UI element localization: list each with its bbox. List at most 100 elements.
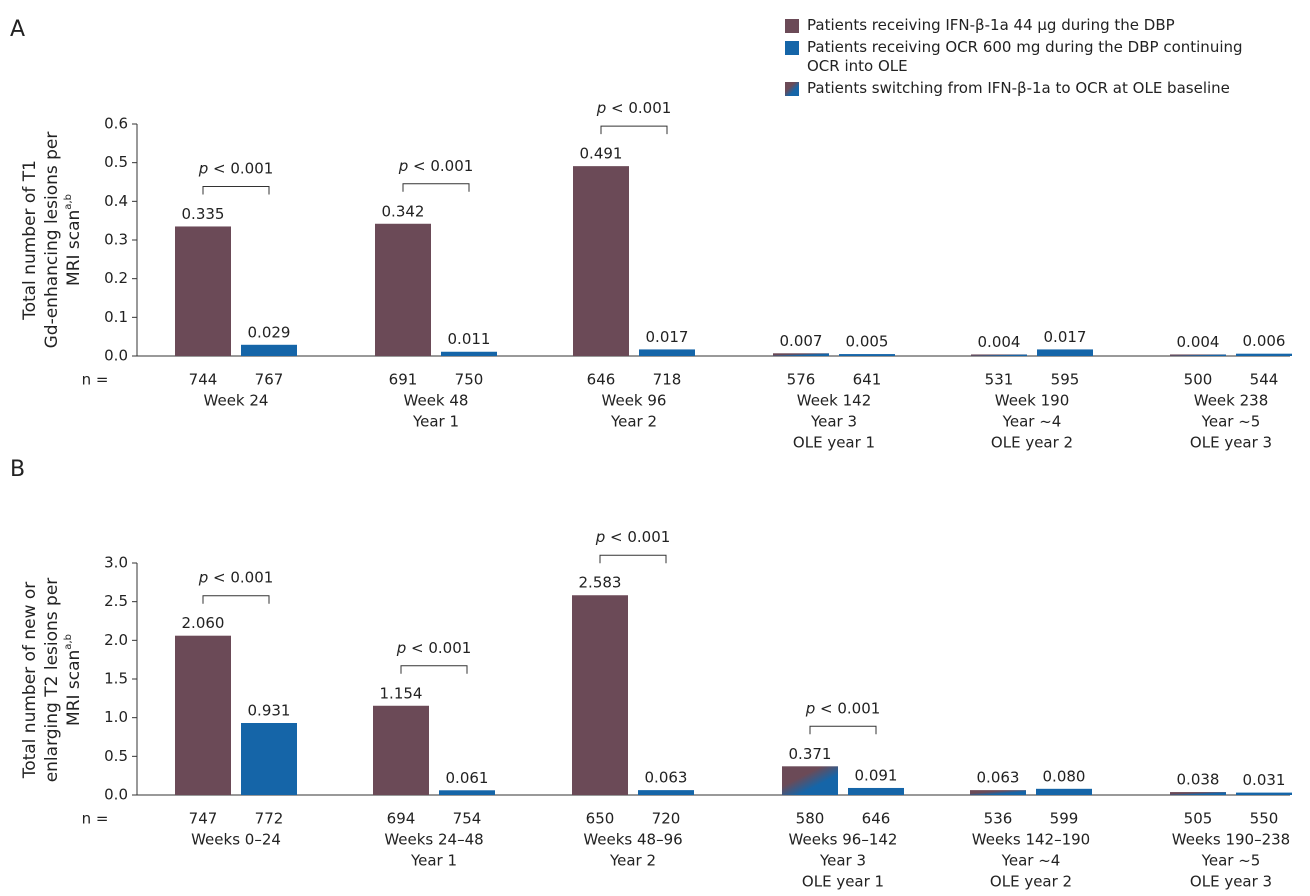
y-tick-label: 0.1 bbox=[104, 308, 128, 326]
x-tick-label: OLE year 2 bbox=[991, 434, 1073, 452]
y-tick-label: 1.5 bbox=[104, 670, 128, 688]
n-count: 500 bbox=[1184, 371, 1213, 389]
p-value: p < 0.001 bbox=[595, 528, 671, 546]
bar bbox=[1236, 353, 1292, 356]
n-count: 767 bbox=[255, 371, 284, 389]
y-tick-label: 0.0 bbox=[104, 347, 128, 365]
value-label: 0.091 bbox=[855, 766, 898, 784]
value-label: 0.063 bbox=[977, 769, 1020, 787]
n-count: 750 bbox=[455, 371, 484, 389]
y-tick-label: 0.6 bbox=[104, 115, 128, 133]
n-count: 718 bbox=[653, 371, 682, 389]
y-axis-label: Total number of T1 Gd-enhancing lesions p… bbox=[20, 132, 84, 349]
y-tick-label: 0.0 bbox=[104, 786, 128, 804]
bar bbox=[175, 635, 231, 795]
y-axis-label: Total number of new or enlarging T2 lesio… bbox=[20, 578, 84, 783]
x-tick-label: Week 48 bbox=[404, 392, 469, 410]
x-tick-label: OLE year 3 bbox=[1190, 434, 1272, 452]
y-axis-label-line: Total number of T1 bbox=[20, 160, 40, 321]
legend-item: Patients switching from IFN-β-1a to OCR … bbox=[785, 79, 1247, 98]
x-tick-label: Week 238 bbox=[1194, 392, 1269, 410]
n-count: 536 bbox=[984, 810, 1013, 828]
p-value: p < 0.001 bbox=[398, 156, 474, 174]
bar bbox=[839, 354, 895, 356]
significance-bracket bbox=[202, 595, 270, 604]
x-tick-label: Week 190 bbox=[995, 392, 1070, 410]
significance-bracket bbox=[600, 125, 668, 135]
x-tick-label: Week 142 bbox=[797, 392, 872, 410]
y-axis-label-line: Gd-enhancing lesions per bbox=[42, 132, 62, 349]
significance-bracket bbox=[402, 183, 470, 192]
n-count: 754 bbox=[453, 810, 482, 828]
x-tick-label: Year ~4 bbox=[1001, 852, 1061, 870]
value-label: 0.038 bbox=[1177, 771, 1220, 789]
n-count: 595 bbox=[1051, 371, 1080, 389]
value-label: 0.006 bbox=[1243, 332, 1286, 350]
value-label: 0.011 bbox=[448, 330, 491, 348]
x-tick-label: OLE year 2 bbox=[990, 873, 1072, 891]
value-label: 0.371 bbox=[789, 745, 832, 763]
value-label: 0.004 bbox=[1177, 333, 1220, 351]
y-tick-label: 0.5 bbox=[104, 747, 128, 765]
bar bbox=[241, 723, 297, 795]
significance-bracket bbox=[599, 554, 667, 564]
value-label: 0.342 bbox=[382, 202, 425, 220]
bar bbox=[848, 787, 904, 795]
bar bbox=[1036, 788, 1092, 795]
bar bbox=[1037, 349, 1093, 356]
x-tick-label: Year ~5 bbox=[1201, 852, 1261, 870]
legend-swatch bbox=[785, 82, 799, 96]
value-label: 0.063 bbox=[645, 769, 688, 787]
significance-bracket bbox=[202, 185, 270, 195]
y-tick-label: 3.0 bbox=[104, 554, 128, 572]
bar bbox=[573, 166, 629, 356]
x-tick-label: Week 24 bbox=[204, 392, 269, 410]
x-tick-label: Weeks 0–24 bbox=[191, 831, 281, 849]
y-axis-label-line: Total number of new or bbox=[20, 582, 40, 780]
value-label: 0.931 bbox=[248, 702, 291, 720]
n-count: 720 bbox=[652, 810, 681, 828]
value-label: 0.005 bbox=[846, 333, 889, 351]
y-axis-label-superscript: a,b bbox=[63, 194, 74, 210]
legend-swatch bbox=[785, 19, 799, 33]
n-count: 744 bbox=[189, 371, 218, 389]
value-label: 0.080 bbox=[1043, 767, 1086, 785]
bar bbox=[970, 790, 1026, 795]
n-count: 641 bbox=[853, 371, 882, 389]
y-axis-label-line: enlarging T2 lesions per bbox=[42, 578, 62, 783]
p-value: p < 0.001 bbox=[198, 159, 274, 177]
bar bbox=[1170, 792, 1226, 795]
value-label: 0.007 bbox=[780, 332, 823, 350]
x-tick-label: Year 3 bbox=[810, 413, 857, 431]
x-tick-label: Year 1 bbox=[412, 413, 459, 431]
y-axis-label-line: MRI scan bbox=[64, 650, 84, 726]
y-axis-label-superscript: a,b bbox=[63, 634, 74, 650]
n-count: 650 bbox=[586, 810, 615, 828]
bar bbox=[782, 766, 838, 795]
value-label: 0.017 bbox=[1044, 328, 1087, 346]
panel-label: A bbox=[10, 17, 25, 42]
legend-item: Patients receiving IFN-β-1a 44 µg during… bbox=[785, 16, 1247, 35]
significance-bracket bbox=[809, 725, 877, 735]
n-count: 691 bbox=[389, 371, 418, 389]
x-tick-label: Weeks 48–96 bbox=[583, 831, 682, 849]
x-tick-label: Week 96 bbox=[602, 392, 667, 410]
p-value: p < 0.001 bbox=[198, 568, 274, 586]
x-tick-label: Weeks 190–238 bbox=[1172, 831, 1290, 849]
value-label: 1.154 bbox=[380, 684, 423, 702]
y-tick-label: 0.3 bbox=[104, 231, 128, 249]
bar bbox=[373, 705, 429, 795]
legend: Patients receiving IFN-β-1a 44 µg during… bbox=[785, 16, 1247, 101]
panel-label: B bbox=[10, 457, 25, 482]
bar bbox=[441, 351, 497, 356]
n-count: 505 bbox=[1184, 810, 1213, 828]
n-count: 580 bbox=[796, 810, 825, 828]
n-count: 646 bbox=[862, 810, 891, 828]
bar bbox=[241, 344, 297, 356]
p-value: p < 0.001 bbox=[396, 638, 472, 656]
bar bbox=[638, 790, 694, 795]
n-count: 576 bbox=[787, 371, 816, 389]
n-count: 772 bbox=[255, 810, 284, 828]
